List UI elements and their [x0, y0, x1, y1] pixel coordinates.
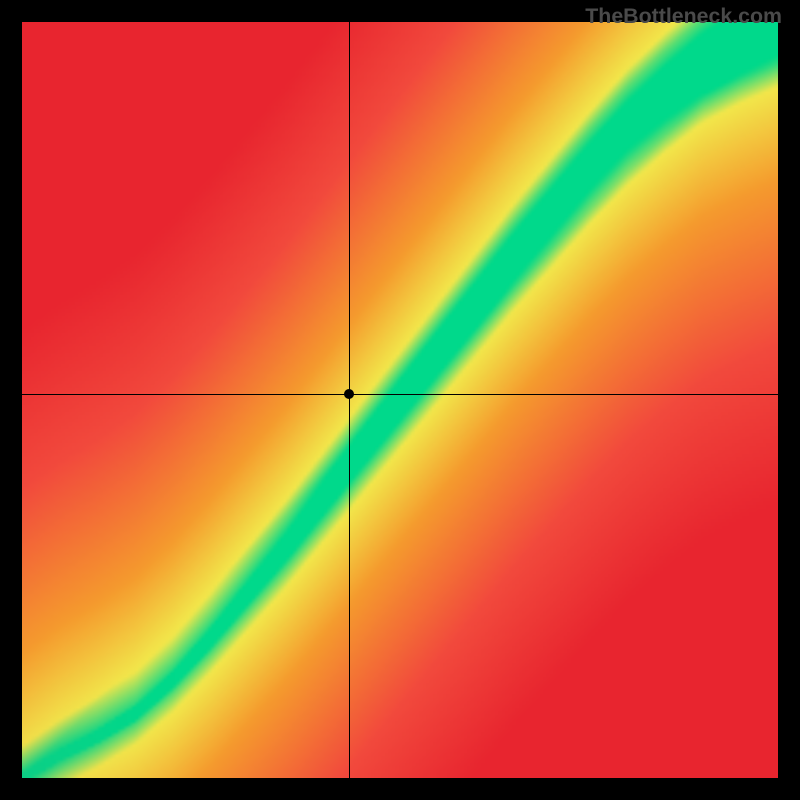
heatmap-canvas	[22, 22, 778, 778]
crosshair-vertical	[349, 22, 350, 778]
watermark-text: TheBottleneck.com	[585, 4, 782, 29]
crosshair-horizontal	[22, 394, 778, 395]
plot-area	[22, 22, 778, 778]
crosshair-marker	[344, 389, 354, 399]
